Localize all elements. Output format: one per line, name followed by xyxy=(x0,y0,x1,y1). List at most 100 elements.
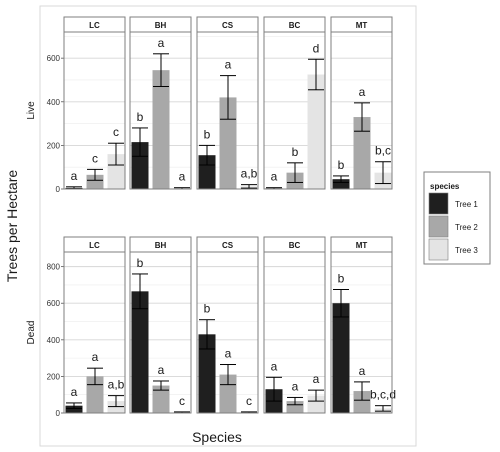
significance-letter: a xyxy=(92,350,99,364)
error-bar xyxy=(153,53,169,88)
facet-strip-label: CS xyxy=(222,21,234,30)
bar-tree-2 xyxy=(152,385,170,413)
legend-title: species xyxy=(430,182,460,191)
legend-key xyxy=(428,215,449,238)
significance-letter: a xyxy=(271,359,278,373)
significance-letter: a xyxy=(71,385,78,399)
y-axis-title: Trees per Hectare xyxy=(4,170,20,283)
error-bar xyxy=(375,405,391,412)
facet-panel-live-cs: CS b a a,b xyxy=(196,16,259,190)
error-bar xyxy=(66,402,82,409)
panel-border xyxy=(63,251,126,414)
legend: species Tree 1 Tree 2 Tree 3 xyxy=(423,171,491,265)
facet-panel-live-bc: BC ab d xyxy=(263,16,326,190)
significance-letter: a,b xyxy=(108,378,125,392)
error-bar xyxy=(87,367,103,386)
significance-letter: b xyxy=(204,302,211,316)
error-bar xyxy=(333,289,349,318)
y-tick-label: 0 xyxy=(56,185,61,194)
error-bar xyxy=(354,102,370,132)
significance-letter: a xyxy=(271,170,278,184)
significance-letter: a xyxy=(359,364,366,378)
error-bar xyxy=(108,142,124,166)
facet-panel-dead-lc: LC a a a,b xyxy=(63,236,126,414)
significance-letter: a,b xyxy=(241,167,258,181)
significance-letter: b,c xyxy=(375,144,391,158)
panel-border xyxy=(63,31,126,190)
panel-border xyxy=(196,31,259,190)
facet-panels: Live0200400600LCaccBHbaaCSbaa,bBCabdMTba… xyxy=(26,5,417,447)
legend-key xyxy=(428,238,449,261)
panel-border xyxy=(196,251,259,414)
significance-letter: b xyxy=(204,127,211,141)
significance-letter: b xyxy=(292,145,299,159)
y-tick-label: 600 xyxy=(47,299,61,308)
y-tick-label: 0 xyxy=(56,409,61,418)
error-bar xyxy=(108,395,124,408)
panel-border xyxy=(330,251,393,414)
significance-letter: a xyxy=(292,379,299,393)
panel-border xyxy=(129,251,192,414)
bar-tree-2 xyxy=(353,117,371,189)
error-bar xyxy=(287,396,303,406)
y-tick-label: 400 xyxy=(47,336,61,345)
bar-tree-2 xyxy=(219,97,237,189)
bar-tree-3 xyxy=(307,74,325,189)
significance-letter: a xyxy=(179,170,186,184)
x-axis-title: Species xyxy=(192,429,242,445)
facet-panel-dead-mt: MT b a b,c,d xyxy=(330,236,396,414)
y-tick-label: 600 xyxy=(47,54,61,63)
error-bar xyxy=(308,389,324,402)
significance-letter: a xyxy=(313,372,320,386)
y-tick-label: 200 xyxy=(47,372,61,381)
bar-tree-2 xyxy=(152,70,170,189)
bar-tree-1 xyxy=(65,405,83,413)
bar-tree-2 xyxy=(286,401,304,413)
bar-tree-1 xyxy=(332,179,350,189)
facet-panel-dead-bh: BH b a c xyxy=(129,236,192,414)
significance-letter: a xyxy=(225,58,232,72)
panel-border xyxy=(263,251,326,414)
error-bar xyxy=(287,162,303,183)
error-bar xyxy=(220,75,236,120)
bar-tree-1 xyxy=(131,291,149,413)
facet-panel-live-mt: MT b a b,c xyxy=(330,16,393,190)
error-bar xyxy=(333,175,349,183)
facet-strip-label: MT xyxy=(356,21,368,30)
significance-letter: b xyxy=(137,256,144,270)
panel-border xyxy=(129,31,192,190)
error-bar xyxy=(132,273,148,310)
bar-tree-2 xyxy=(353,391,371,413)
bar-tree-1 xyxy=(131,142,149,189)
error-bar xyxy=(308,58,324,91)
significance-letter: b xyxy=(338,158,345,172)
plot-area-border xyxy=(39,5,417,447)
significance-letter: a xyxy=(359,85,366,99)
y-tick-label: 800 xyxy=(47,263,61,272)
bar-tree-1 xyxy=(332,303,350,413)
facet-strip-label: MT xyxy=(356,241,368,250)
facet-strip-label: LC xyxy=(89,21,100,30)
significance-letter: b,c,d xyxy=(370,388,396,402)
significance-letter: b xyxy=(137,110,144,124)
bar-tree-3 xyxy=(107,154,125,189)
significance-letter: c xyxy=(246,394,252,408)
error-bar xyxy=(132,127,148,157)
y-tick-label: 200 xyxy=(47,141,61,150)
facet-strip-label: LC xyxy=(89,241,100,250)
panel-border xyxy=(330,31,393,190)
significance-letter: d xyxy=(313,41,320,55)
significance-letter: a xyxy=(225,347,232,361)
error-bar xyxy=(266,376,282,402)
bar-tree-1 xyxy=(198,155,216,189)
facet-panel-live-bh: BH b a a xyxy=(129,16,192,190)
legend-label: Tree 2 xyxy=(455,223,478,232)
facet-strip-label: BC xyxy=(289,21,301,30)
row-label: Dead xyxy=(26,321,37,345)
significance-letter: a xyxy=(158,36,165,50)
error-bar xyxy=(220,364,236,386)
facet-strip-label: CS xyxy=(222,241,234,250)
